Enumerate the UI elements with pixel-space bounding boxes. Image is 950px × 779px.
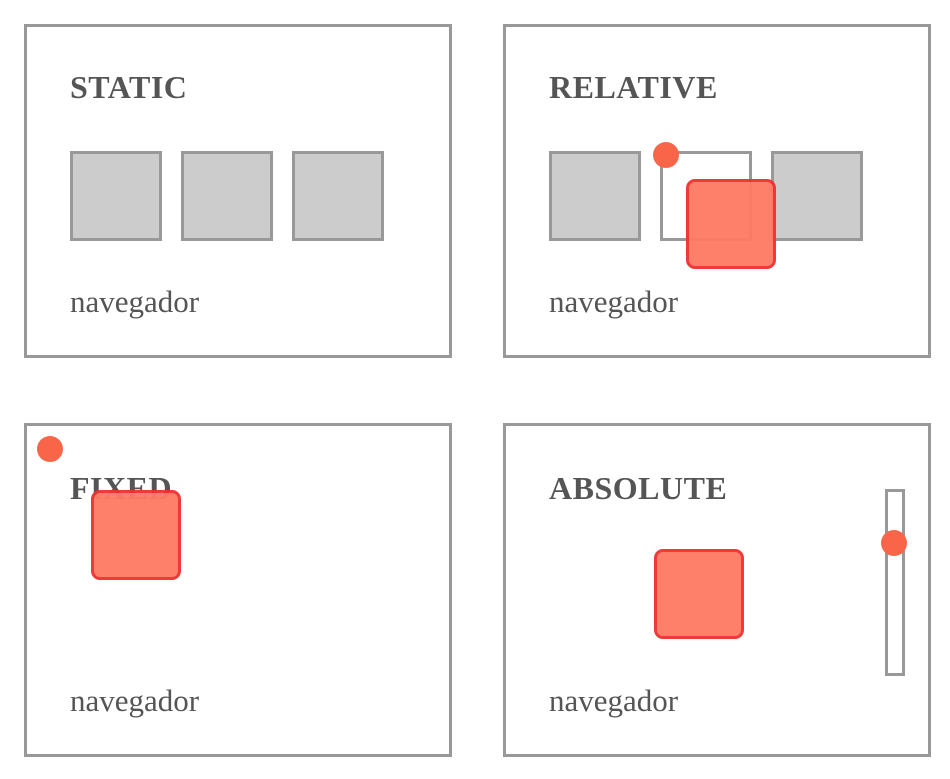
static-box-1	[70, 151, 162, 241]
relative-box-offset	[686, 179, 776, 269]
static-title: STATIC	[70, 69, 188, 105]
static-panel: STATIC navegador	[24, 24, 452, 358]
fixed-panel: FIXED navegador	[24, 423, 452, 757]
absolute-panel: ABSOLUTE navegador	[503, 423, 931, 757]
absolute-browser-label: navegador	[549, 683, 679, 718]
fixed-reference-dot	[37, 436, 63, 462]
relative-title: RELATIVE	[549, 69, 718, 105]
static-box-3	[292, 151, 384, 241]
relative-panel: RELATIVE navegador	[503, 24, 931, 358]
relative-box-1	[549, 151, 641, 241]
static-browser-label: navegador	[70, 284, 200, 319]
static-box-2	[181, 151, 273, 241]
scrollbar-track[interactable]	[885, 489, 905, 676]
scrollbar-thumb-dot[interactable]	[881, 530, 907, 556]
fixed-browser-label: navegador	[70, 683, 200, 718]
absolute-title: ABSOLUTE	[549, 470, 728, 506]
relative-browser-label: navegador	[549, 284, 679, 319]
relative-box-3	[771, 151, 863, 241]
absolute-box	[654, 549, 744, 639]
relative-reference-dot	[653, 142, 679, 168]
fixed-box	[91, 490, 181, 580]
